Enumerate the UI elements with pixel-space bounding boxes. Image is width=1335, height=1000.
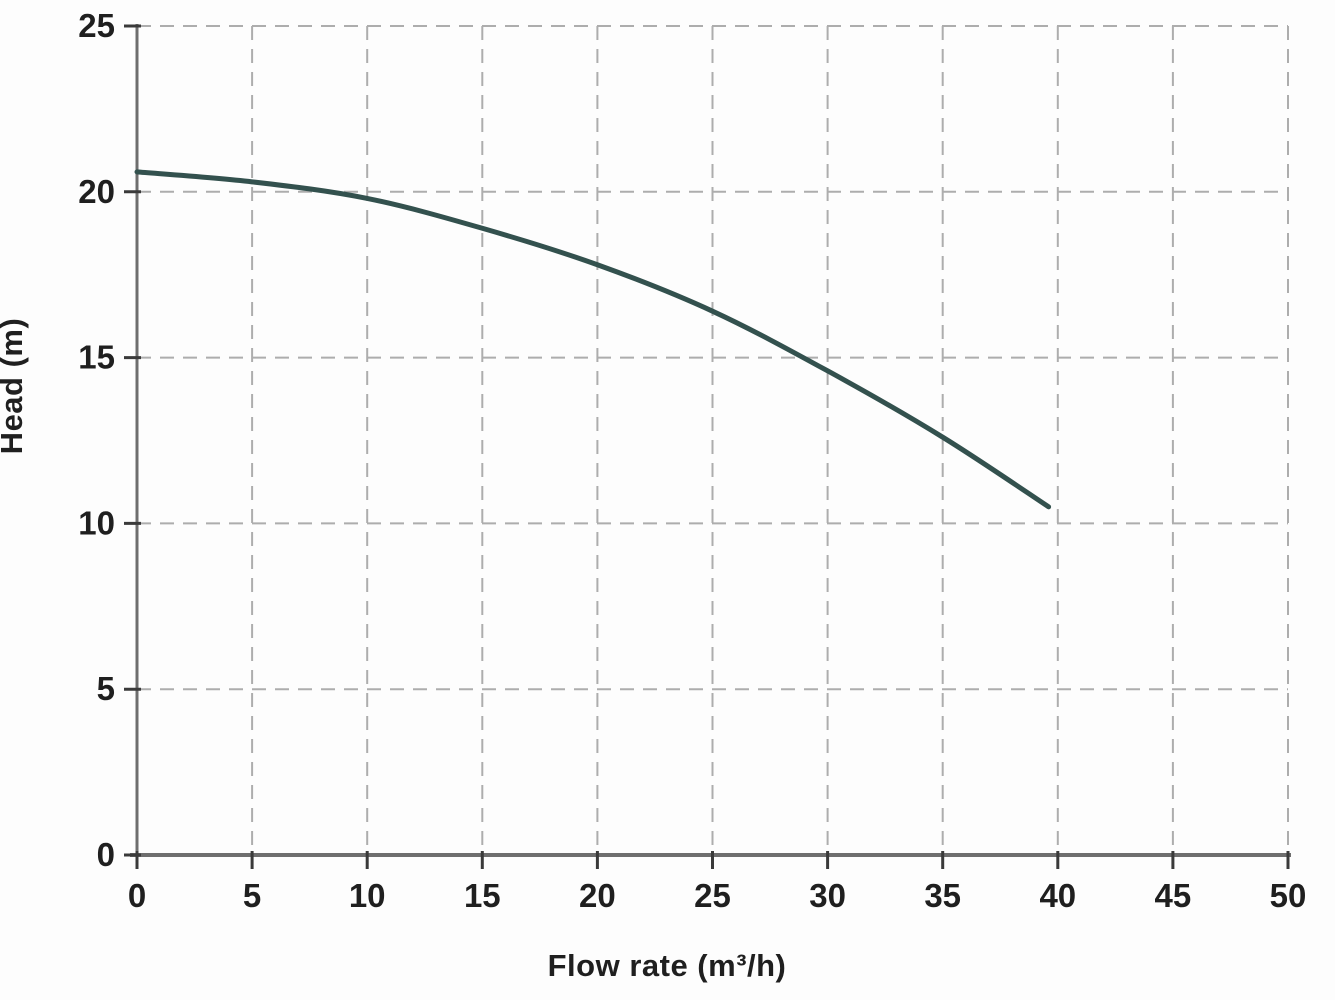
x-tick-label: 25 bbox=[694, 877, 731, 914]
x-tick-label: 50 bbox=[1270, 877, 1307, 914]
y-tick-label: 0 bbox=[97, 836, 115, 873]
x-tick-label: 40 bbox=[1039, 877, 1076, 914]
y-axis-label: Head (m) bbox=[0, 317, 29, 455]
x-tick-label: 45 bbox=[1155, 877, 1192, 914]
y-tick-label: 25 bbox=[78, 7, 115, 44]
x-tick-label: 35 bbox=[924, 877, 961, 914]
x-tick-label: 15 bbox=[464, 877, 501, 914]
pump-head-curve bbox=[134, 169, 1052, 510]
y-tick-label: 5 bbox=[97, 670, 115, 707]
y-tick-label: 10 bbox=[78, 504, 115, 541]
y-tick-label: 20 bbox=[78, 173, 115, 210]
x-tick-label: 20 bbox=[579, 877, 616, 914]
y-tick-label: 15 bbox=[78, 339, 115, 376]
x-tick-label: 0 bbox=[128, 877, 146, 914]
x-tick-label: 10 bbox=[349, 877, 386, 914]
x-tick-label: 30 bbox=[809, 877, 846, 914]
x-axis-label: Flow rate (m³/h) bbox=[547, 948, 787, 983]
x-tick-label: 5 bbox=[243, 877, 261, 914]
